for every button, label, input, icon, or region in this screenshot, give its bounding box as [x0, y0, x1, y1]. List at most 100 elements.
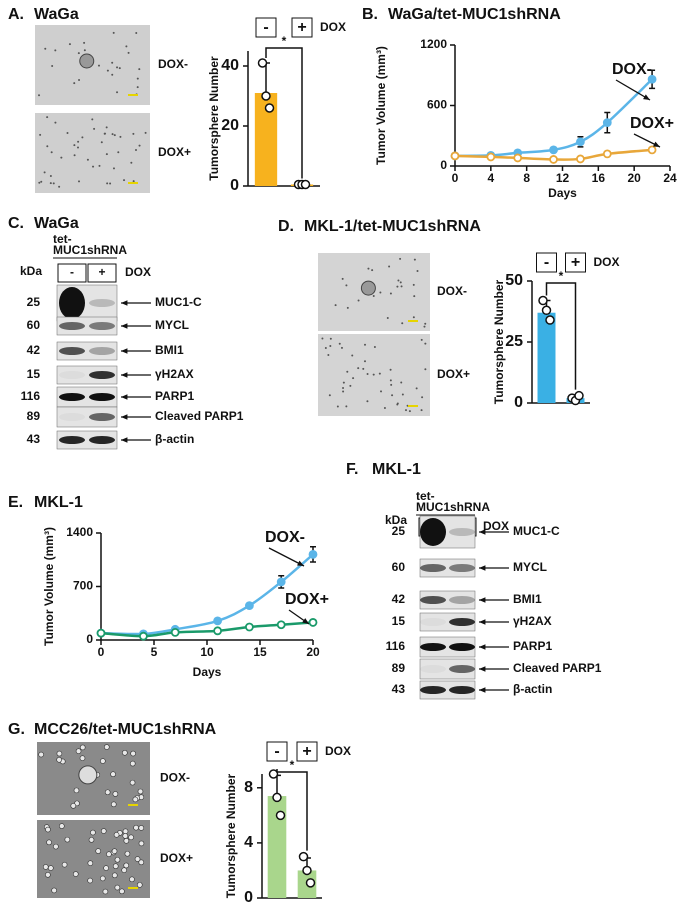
band — [59, 322, 85, 330]
cell — [53, 843, 59, 850]
cell — [111, 133, 114, 136]
cell — [112, 31, 115, 34]
protein: Cleaved PARP1 — [513, 661, 602, 675]
sphere — [360, 280, 376, 296]
lane-label: - — [70, 265, 74, 279]
cell — [336, 405, 339, 408]
cell — [112, 791, 119, 797]
cell — [99, 875, 106, 882]
cell — [349, 384, 352, 387]
cell — [138, 859, 145, 866]
cell — [87, 860, 94, 866]
significance: * — [290, 758, 295, 772]
cell — [129, 876, 135, 883]
cell — [424, 342, 427, 345]
panel-label: F. — [346, 461, 358, 478]
data-point — [302, 865, 312, 876]
data-point — [549, 155, 558, 164]
panel-label: E. — [8, 494, 23, 511]
cell — [383, 406, 386, 409]
cell — [371, 269, 374, 272]
cell — [105, 153, 108, 156]
cell — [50, 151, 53, 154]
arrow-head — [121, 437, 128, 443]
cell — [420, 409, 423, 412]
cell — [100, 828, 107, 834]
band — [420, 564, 446, 572]
protein: γH2AX — [155, 367, 194, 381]
significance-bracket — [276, 769, 308, 851]
treatment: MUC1shRNA — [416, 500, 490, 514]
cell — [87, 877, 93, 884]
cell — [388, 265, 391, 268]
kda: 116 — [21, 389, 41, 403]
cell — [132, 796, 139, 803]
y-tick-label: 25 — [505, 333, 523, 350]
cell — [415, 387, 418, 390]
cell — [340, 346, 343, 349]
blot-strip — [56, 365, 118, 385]
cell — [379, 291, 382, 294]
cell — [38, 751, 44, 758]
cell — [104, 132, 107, 135]
cell — [329, 345, 332, 348]
cell — [396, 402, 399, 405]
y-tick-label: 1400 — [66, 525, 93, 539]
band — [449, 564, 475, 572]
x-tick-label: 16 — [592, 171, 606, 185]
cell — [327, 354, 330, 357]
cell — [103, 744, 110, 750]
y-tick-label: 4 — [244, 834, 253, 851]
arrow-head — [121, 348, 128, 354]
cell — [396, 285, 399, 288]
arrow-head — [479, 666, 486, 672]
cell — [133, 824, 139, 831]
data-point — [261, 91, 271, 101]
cell — [401, 393, 404, 396]
band — [449, 596, 475, 604]
cell — [92, 165, 95, 168]
panel-title: WaGa — [34, 6, 79, 23]
cell — [104, 789, 111, 796]
legend-title: DOX — [320, 20, 346, 34]
legend-title: DOX — [594, 255, 620, 269]
cell — [51, 64, 54, 67]
sphere — [78, 765, 98, 785]
cell — [424, 368, 427, 371]
x-tick-label: 24 — [663, 171, 677, 185]
kda: 15 — [392, 614, 406, 628]
cell — [77, 140, 80, 143]
protein: MUC1-C — [513, 524, 560, 538]
cell — [49, 182, 52, 185]
band — [89, 436, 115, 444]
kda: 116 — [386, 639, 406, 653]
legend-category: + — [302, 743, 311, 760]
data-point — [538, 295, 548, 306]
data-point — [513, 153, 523, 163]
cell — [75, 748, 82, 754]
bar — [267, 796, 287, 898]
band — [449, 528, 475, 536]
cell — [78, 180, 81, 183]
panel-label: B. — [362, 6, 378, 23]
arrow-head — [121, 372, 128, 378]
protein: PARP1 — [155, 389, 194, 403]
cell — [61, 861, 68, 868]
arrow-head — [479, 687, 486, 693]
y-tick-label: 0 — [514, 394, 523, 411]
cell — [389, 292, 392, 295]
cell — [49, 174, 52, 177]
cell — [68, 43, 71, 46]
band — [420, 686, 446, 694]
panel-title: MKL-1 — [372, 461, 421, 478]
band — [89, 347, 115, 355]
data-point — [138, 631, 148, 641]
cell — [52, 182, 55, 185]
significance: * — [559, 269, 564, 283]
cell — [364, 343, 367, 346]
y-tick-label: 0 — [244, 889, 253, 903]
x-tick-label: 5 — [151, 645, 158, 659]
panel-title: MKL-1/tet-MUC1shRNA — [304, 218, 481, 235]
image-label: DOX- — [158, 57, 188, 71]
